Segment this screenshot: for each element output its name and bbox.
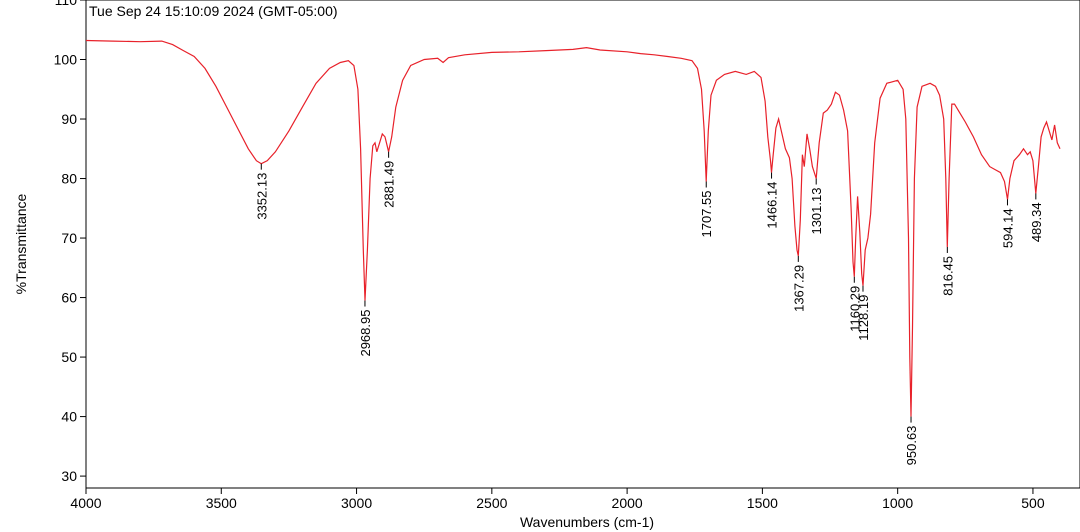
- y-tick-label-90: 90: [61, 111, 77, 127]
- peak-label-489.34: 489.34: [1029, 202, 1044, 242]
- y-axis-title: %Transmittance: [13, 193, 29, 294]
- peak-label-1367.29: 1367.29: [791, 265, 806, 312]
- peak-label-816.45: 816.45: [940, 256, 955, 296]
- x-axis: 4000 3500 3000 2500 2000 1500 1000 500: [70, 488, 1045, 511]
- x-tick-label-500: 500: [1021, 495, 1045, 511]
- y-tick-label-110: 110: [55, 0, 78, 8]
- x-tick-label-2000: 2000: [612, 495, 643, 511]
- plot-frame: [85, 0, 1080, 489]
- peak-label-2881.49: 2881.49: [382, 161, 397, 208]
- x-tick-label-1000: 1000: [882, 495, 913, 511]
- peak-label-1301.13: 1301.13: [809, 188, 824, 235]
- peak-label-1160.29: 1160.29: [847, 286, 862, 332]
- peak-label-594.14: 594.14: [1000, 208, 1015, 248]
- peak-label-1466.14: 1466.14: [765, 182, 780, 229]
- y-tick-label-80: 80: [61, 171, 77, 187]
- peak-labels: 3352.13 2968.95 2881.49 1707.55 1466.14 1367.…: [254, 151, 1044, 466]
- x-axis-title: Wavenumbers (cm-1): [520, 514, 654, 530]
- spectrum-line: [85, 39, 1061, 417]
- x-tick-label-2500: 2500: [476, 495, 507, 511]
- y-tick-label-40: 40: [61, 409, 77, 425]
- x-tick-label-4000: 4000: [70, 495, 101, 511]
- peak-label-1707.55: 1707.55: [699, 191, 714, 238]
- y-tick-label-60: 60: [61, 290, 77, 306]
- x-tick-label-3500: 3500: [206, 495, 237, 511]
- y-tick-label-50: 50: [61, 349, 77, 365]
- y-tick-label-100: 100: [54, 52, 78, 68]
- timestamp: Tue Sep 24 15:10:09 2024 (GMT-05:00): [89, 3, 338, 19]
- x-tick-label-3000: 3000: [341, 495, 372, 511]
- peak-label-3352.13: 3352.13: [254, 173, 269, 220]
- peak-label-2968.95: 2968.95: [358, 310, 373, 357]
- y-tick-label-30: 30: [61, 468, 77, 484]
- peak-label-950.63: 950.63: [904, 426, 919, 466]
- y-tick-label-70: 70: [61, 230, 77, 246]
- y-axis: 30 40 50 60 70 80 90 100 110: [54, 0, 86, 484]
- x-tick-label-1500: 1500: [747, 495, 778, 511]
- peak-label-1128.19: 1128.19: [856, 295, 871, 341]
